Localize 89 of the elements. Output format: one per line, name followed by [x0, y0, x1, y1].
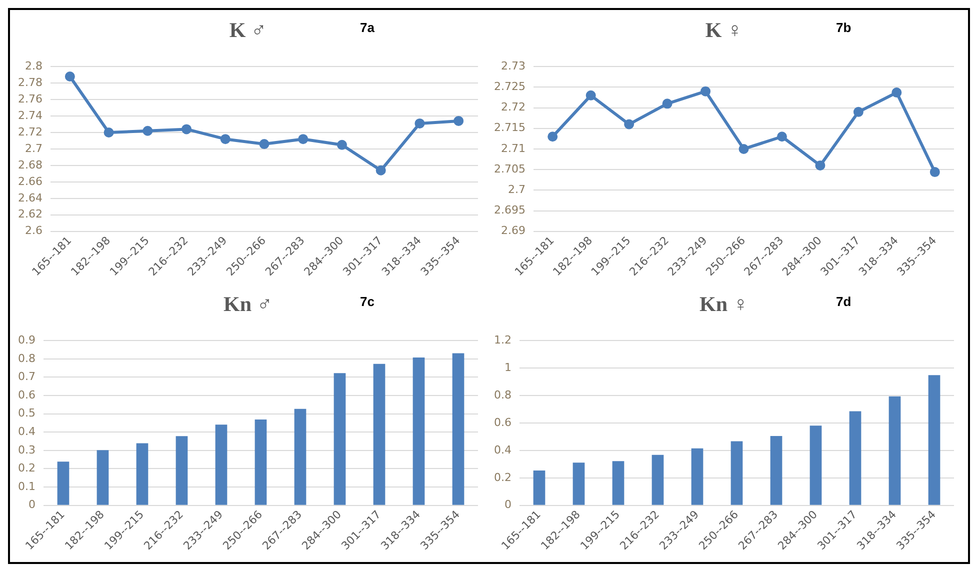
- point: [700, 86, 711, 96]
- bar: [254, 420, 267, 505]
- point: [454, 116, 464, 126]
- bar: [215, 424, 228, 505]
- bar: [412, 357, 425, 505]
- y-tick-label: 0.8: [18, 352, 36, 365]
- y-tick-label: 0.2: [18, 462, 36, 475]
- point: [815, 160, 826, 170]
- bar: [612, 461, 624, 505]
- point: [930, 167, 940, 178]
- point: [64, 71, 75, 82]
- y-tick-label: 0: [504, 498, 512, 512]
- point: [776, 132, 787, 142]
- bar: [849, 411, 862, 505]
- bar: [730, 441, 743, 505]
- point: [586, 90, 596, 100]
- y-tick-label: 0.1: [18, 480, 36, 493]
- y-tick-label: 0.8: [494, 388, 512, 402]
- y-tick-label: 2.695: [494, 204, 526, 217]
- point: [376, 165, 386, 176]
- chart-title: K ♂: [229, 18, 267, 42]
- y-tick-label: 0.6: [18, 388, 36, 402]
- point: [892, 88, 902, 98]
- y-tick-label: 2.71: [500, 142, 526, 155]
- y-tick-label: 2.73: [500, 59, 526, 72]
- y-tick-label: 0: [28, 498, 36, 512]
- point: [662, 98, 672, 109]
- y-tick-label: 0.9: [18, 333, 36, 346]
- bar: [294, 408, 306, 505]
- y-tick-label: 0.4: [494, 443, 512, 456]
- y-tick-label: 2.74: [18, 108, 42, 122]
- text: 7a: [360, 20, 374, 35]
- y-tick-label: 2.7: [508, 183, 526, 196]
- bar: [533, 470, 546, 505]
- bar: [928, 375, 940, 505]
- bar: [57, 462, 70, 505]
- point: [182, 124, 192, 134]
- point: [548, 132, 558, 142]
- bar: [373, 364, 386, 505]
- y-tick-label: 2.715: [494, 121, 526, 134]
- y-tick-label: 0.7: [18, 370, 36, 384]
- bar: [96, 450, 109, 505]
- y-tick-label: 2.72: [18, 125, 42, 138]
- y-tick-label: 2.705: [494, 162, 526, 176]
- chart-title: Kn ♂: [223, 292, 272, 316]
- y-tick-label: 0.6: [494, 416, 512, 429]
- bar: [572, 462, 585, 505]
- point: [336, 140, 347, 150]
- y-tick-label: 1.2: [494, 333, 512, 346]
- y-tick-label: 2.725: [494, 80, 526, 94]
- bar: [452, 353, 464, 505]
- y-tick-label: 2.62: [18, 208, 42, 221]
- bar: [691, 448, 704, 505]
- point: [259, 139, 270, 150]
- text: 7c: [360, 294, 374, 309]
- y-tick-label: 2.66: [18, 174, 42, 188]
- y-tick-label: 2.6: [24, 224, 42, 238]
- bar: [888, 396, 901, 505]
- y-tick-label: 2.7: [24, 142, 42, 155]
- y-tick-label: 0.2: [494, 470, 512, 484]
- chart-title: K ♀: [705, 18, 743, 42]
- bar: [810, 426, 822, 505]
- point: [104, 128, 114, 138]
- text: 7b: [836, 20, 852, 35]
- y-tick-label: 1: [504, 360, 512, 374]
- chart-title: Kn ♀: [699, 292, 748, 316]
- y-tick-label: 2.68: [18, 158, 42, 172]
- point: [220, 134, 230, 144]
- text: 7d: [836, 294, 852, 309]
- y-tick-label: 2.69: [500, 224, 526, 238]
- point: [624, 119, 634, 130]
- bar: [136, 443, 148, 505]
- y-tick-label: 2.64: [18, 191, 42, 204]
- bar: [652, 454, 664, 505]
- bar: [770, 436, 782, 505]
- point: [853, 106, 864, 117]
- y-tick-label: 2.72: [500, 100, 526, 114]
- point: [142, 126, 153, 136]
- y-tick-label: 2.8: [24, 59, 42, 72]
- bar: [176, 436, 188, 505]
- y-tick-label: 2.78: [18, 76, 42, 89]
- point: [738, 144, 749, 154]
- y-tick-label: 2.76: [18, 92, 42, 106]
- y-tick-label: 0.4: [18, 424, 36, 438]
- point: [414, 118, 425, 128]
- point: [298, 134, 308, 144]
- y-tick-label: 0.3: [18, 443, 36, 456]
- bar: [334, 373, 346, 505]
- y-tick-label: 0.5: [18, 406, 36, 420]
